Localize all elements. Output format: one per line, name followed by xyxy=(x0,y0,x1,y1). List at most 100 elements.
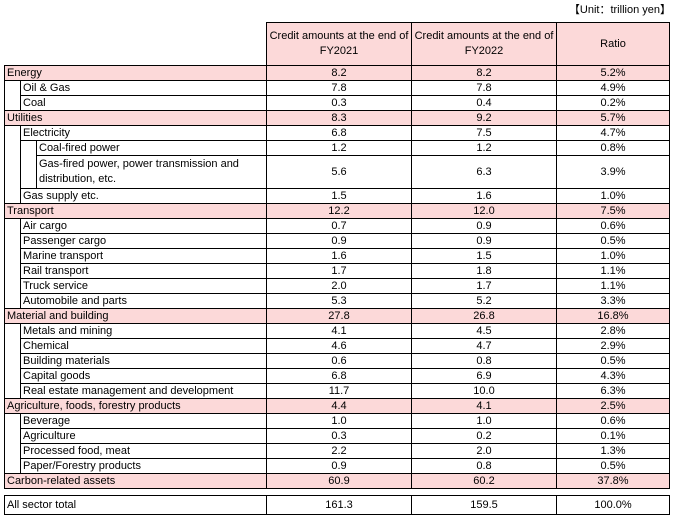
indent-cell xyxy=(4,140,21,156)
table-row: Oil & Gas 7.8 7.8 4.9% xyxy=(4,80,670,96)
value-fy2021: 4.4 xyxy=(266,398,412,414)
value-ratio: 1.1% xyxy=(556,263,670,279)
value-ratio: 1.3% xyxy=(556,443,670,459)
value-fy2022: 10.0 xyxy=(411,383,557,399)
value-fy2022: 6.9 xyxy=(411,368,557,384)
row-label: Gas supply etc. xyxy=(20,188,267,204)
value-fy2022: 60.2 xyxy=(411,473,557,489)
value-ratio: 5.7% xyxy=(556,110,670,126)
value-fy2021: 27.8 xyxy=(266,308,412,324)
table-row: Chemical 4.6 4.7 2.9% xyxy=(4,338,670,354)
indent-cell xyxy=(4,368,21,384)
spacer-row xyxy=(4,488,670,496)
indent-cell xyxy=(4,413,21,429)
table-row: Gas-fired power, power transmission and … xyxy=(4,155,670,189)
row-label: Agriculture xyxy=(20,428,267,444)
value-fy2021: 11.7 xyxy=(266,383,412,399)
value-fy2021: 0.9 xyxy=(266,233,412,249)
table-row: Gas supply etc. 1.5 1.6 1.0% xyxy=(4,188,670,204)
value-fy2022: 12.0 xyxy=(411,203,557,219)
row-label: Automobile and parts xyxy=(20,293,267,309)
value-fy2022: 0.4 xyxy=(411,95,557,111)
table-row: Capital goods 6.8 6.9 4.3% xyxy=(4,368,670,384)
row-label: Energy xyxy=(4,65,267,81)
value-fy2022: 7.8 xyxy=(411,80,557,96)
value-fy2021: 0.9 xyxy=(266,458,412,474)
value-ratio: 7.5% xyxy=(556,203,670,219)
value-fy2021: 1.7 xyxy=(266,263,412,279)
table-row: Truck service 2.0 1.7 1.1% xyxy=(4,278,670,294)
row-label: Carbon-related assets xyxy=(4,473,267,489)
indent-cell xyxy=(4,248,21,264)
indent-cell xyxy=(4,95,21,111)
row-label: Gas-fired power, power transmission and … xyxy=(36,155,267,189)
value-ratio: 5.2% xyxy=(556,65,670,81)
table-row: Automobile and parts 5.3 5.2 3.3% xyxy=(4,293,670,309)
value-fy2021: 5.6 xyxy=(266,155,412,189)
table-row: Agriculture 0.3 0.2 0.1% xyxy=(4,428,670,444)
value-ratio: 2.5% xyxy=(556,398,670,414)
indent-cell xyxy=(4,278,21,294)
table-row: Passenger cargo 0.9 0.9 0.5% xyxy=(4,233,670,249)
indent-cell xyxy=(4,338,21,354)
header-fy2021: Credit amounts at the end of FY2021 xyxy=(266,22,412,66)
value-fy2021: 8.2 xyxy=(266,65,412,81)
value-fy2021: 1.6 xyxy=(266,248,412,264)
total-fy2022: 159.5 xyxy=(411,495,557,515)
total-row: All sector total 161.3 159.5 100.0% xyxy=(4,495,670,515)
row-label: Transport xyxy=(4,203,267,219)
value-fy2022: 9.2 xyxy=(411,110,557,126)
indent-cell xyxy=(4,125,21,141)
value-fy2022: 0.9 xyxy=(411,218,557,234)
unit-label: 【Unit：trillion yen】 xyxy=(568,4,671,16)
row-label: Real estate management and development xyxy=(20,383,267,399)
table-row: Metals and mining 4.1 4.5 2.8% xyxy=(4,323,670,339)
value-ratio: 0.5% xyxy=(556,353,670,369)
value-ratio: 0.8% xyxy=(556,140,670,156)
row-label: Chemical xyxy=(20,338,267,354)
value-ratio: 1.0% xyxy=(556,248,670,264)
value-fy2021: 4.1 xyxy=(266,323,412,339)
value-ratio: 2.8% xyxy=(556,323,670,339)
value-fy2022: 26.8 xyxy=(411,308,557,324)
value-fy2021: 2.2 xyxy=(266,443,412,459)
value-fy2022: 1.7 xyxy=(411,278,557,294)
table-row: Real estate management and development 11… xyxy=(4,383,670,399)
value-fy2021: 0.3 xyxy=(266,428,412,444)
value-fy2021: 1.5 xyxy=(266,188,412,204)
value-fy2022: 1.2 xyxy=(411,140,557,156)
value-ratio: 0.5% xyxy=(556,233,670,249)
value-ratio: 2.9% xyxy=(556,338,670,354)
table-row: Marine transport 1.6 1.5 1.0% xyxy=(4,248,670,264)
row-label: Marine transport xyxy=(20,248,267,264)
value-fy2022: 1.0 xyxy=(411,413,557,429)
value-fy2022: 1.6 xyxy=(411,188,557,204)
value-ratio: 1.0% xyxy=(556,188,670,204)
value-fy2021: 7.8 xyxy=(266,80,412,96)
row-label: Passenger cargo xyxy=(20,233,267,249)
header-fy2022: Credit amounts at the end of FY2022 xyxy=(411,22,557,66)
indent-cell xyxy=(4,233,21,249)
value-fy2022: 4.1 xyxy=(411,398,557,414)
header-ratio: Ratio xyxy=(556,22,670,66)
indent-cell xyxy=(4,443,21,459)
row-label: Rail transport xyxy=(20,263,267,279)
value-ratio: 4.9% xyxy=(556,80,670,96)
value-fy2021: 12.2 xyxy=(266,203,412,219)
row-label: Coal-fired power xyxy=(36,140,267,156)
credit-table: Credit amounts at the end of FY2021 Cred… xyxy=(4,22,670,515)
row-label: Utilities xyxy=(4,110,267,126)
row-label: Material and building xyxy=(4,308,267,324)
indent-cell xyxy=(20,155,37,189)
value-ratio: 3.3% xyxy=(556,293,670,309)
value-fy2021: 4.6 xyxy=(266,338,412,354)
value-fy2021: 0.3 xyxy=(266,95,412,111)
section-row: Carbon-related assets 60.9 60.2 37.8% xyxy=(4,473,670,489)
row-label: Truck service xyxy=(20,278,267,294)
row-label: Building materials xyxy=(20,353,267,369)
table-row: Coal 0.3 0.4 0.2% xyxy=(4,95,670,111)
indent-cell xyxy=(4,353,21,369)
value-fy2021: 6.8 xyxy=(266,125,412,141)
value-ratio: 3.9% xyxy=(556,155,670,189)
value-ratio: 37.8% xyxy=(556,473,670,489)
